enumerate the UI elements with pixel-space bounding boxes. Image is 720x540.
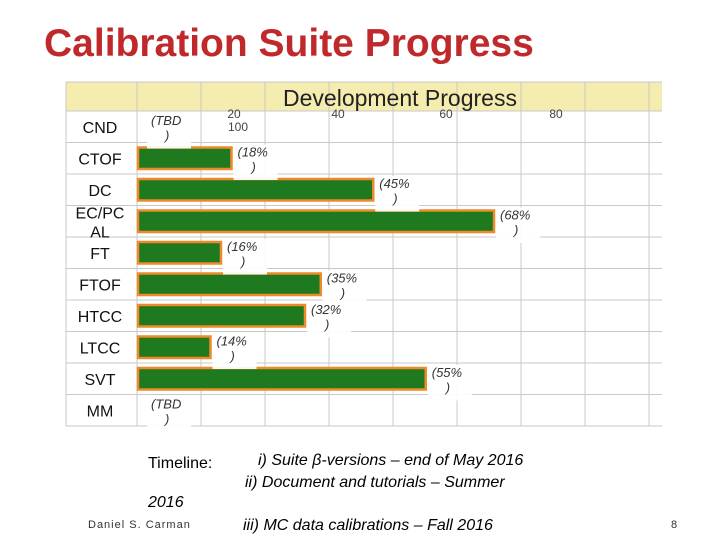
category-label-line: EC/PC [76, 205, 125, 222]
category-label: LTCC [80, 340, 121, 357]
data-label: (16%) [227, 239, 257, 269]
category-label-line: SVT [84, 372, 115, 389]
bar [136, 272, 322, 297]
data-label: (32%) [311, 302, 341, 332]
data-label-line: ) [512, 223, 518, 238]
category-label: CND [83, 120, 118, 137]
bar [136, 146, 233, 171]
category-label: SVT [84, 372, 115, 389]
bar [136, 335, 212, 360]
chart-bars [136, 146, 496, 391]
data-label-line: (16% [227, 239, 257, 254]
timeline-item-3: iii) MC data calibrations – Fall 2016 [243, 517, 493, 534]
category-label-line: MM [87, 403, 114, 420]
category-label-line: HTCC [78, 309, 122, 326]
category-label: FT [90, 246, 110, 263]
category-label-line: LTCC [80, 340, 121, 357]
data-label-box [375, 176, 420, 212]
data-label-line: (TBD [151, 113, 181, 128]
data-label: (18%) [238, 145, 268, 175]
timeline-item-2-continued: 2016 [148, 494, 184, 511]
data-label: (45%) [379, 176, 409, 206]
data-label: (TBD) [151, 397, 181, 427]
tick-label: 100 [228, 120, 248, 134]
timeline-item-1: i) Suite β-versions – end of May 2016 [258, 452, 524, 469]
data-label-line: (45% [379, 176, 409, 191]
data-label-box [496, 207, 540, 243]
data-label-box [147, 113, 191, 149]
chart-header-band [66, 82, 662, 111]
chart-text: Development Progress 20 40 60 80 100 CND (TBD) C… [76, 85, 563, 432]
category-label-line: DC [88, 183, 111, 200]
data-label-box [147, 396, 191, 432]
bar [136, 177, 375, 202]
category-label-line: FT [90, 246, 110, 263]
category-label: MM [87, 403, 114, 420]
category-label: CTOF [78, 151, 121, 168]
data-label: (TBD) [151, 113, 181, 143]
data-label-line: ) [229, 349, 235, 364]
data-label-line: (55% [432, 365, 462, 380]
data-label: (68%) [500, 208, 530, 238]
data-label-line: (35% [327, 271, 357, 286]
data-label-box [233, 144, 278, 180]
data-label-line: ) [163, 412, 169, 427]
category-label: DC [88, 183, 111, 200]
data-label-line: (TBD [151, 397, 181, 412]
timeline-label: Timeline: [148, 455, 213, 472]
category-label: HTCC [78, 309, 122, 326]
data-label-line: ) [391, 191, 397, 206]
data-label: (35%) [327, 271, 357, 301]
timeline-item-2: ii) Document and tutorials – Summer [245, 474, 505, 491]
chart-title: Development Progress [283, 85, 517, 111]
data-label-line: (68% [500, 208, 530, 223]
data-label-box [223, 239, 267, 275]
data-label-line: ) [250, 160, 256, 175]
data-label-line: ) [163, 128, 169, 143]
slide-title: Calibration Suite Progress [44, 22, 534, 65]
data-label-line: ) [444, 380, 450, 395]
data-label-line: (18% [238, 145, 268, 160]
data-label-box [427, 365, 472, 401]
bar [136, 240, 223, 265]
data-label-line: ) [339, 286, 345, 301]
chart-grid [65, 81, 662, 427]
category-label: EC/PC AL [76, 205, 125, 241]
bar [136, 303, 307, 328]
data-label-line: ) [239, 254, 245, 269]
data-label-line: (14% [217, 334, 247, 349]
data-label-box [322, 270, 367, 306]
tick-label: 20 [227, 107, 241, 121]
tick-label: 60 [439, 107, 453, 121]
category-label-line: AL [90, 224, 110, 241]
data-label: (55%) [432, 365, 462, 395]
category-label-line: CND [83, 120, 118, 137]
category-label: FTOF [79, 277, 121, 294]
category-label-line: FTOF [79, 277, 121, 294]
tick-label: 40 [331, 107, 345, 121]
data-label-box [212, 333, 257, 369]
category-label-line: CTOF [78, 151, 121, 168]
footer-author: Daniel S. Carman [88, 519, 191, 531]
data-label: (14%) [217, 334, 247, 364]
data-label-line: (32% [311, 302, 341, 317]
tick-label: 80 [549, 107, 563, 121]
bar [136, 366, 427, 391]
data-label-box [307, 302, 351, 338]
page-number: 8 [671, 519, 678, 531]
data-label-line: ) [323, 317, 329, 332]
bar [136, 209, 496, 234]
